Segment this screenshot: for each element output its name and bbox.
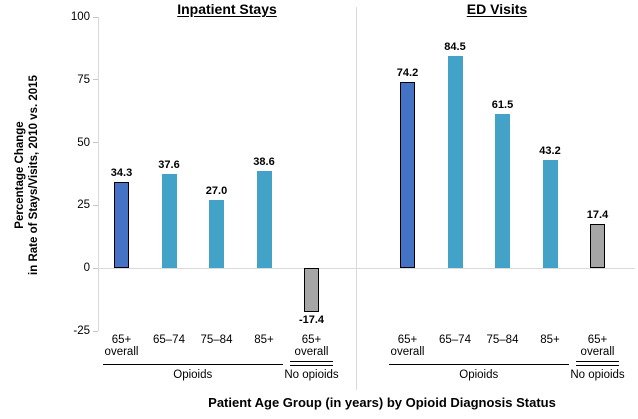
- bar-value-label: 34.3: [110, 167, 133, 180]
- group-rule: [102, 364, 283, 365]
- bar-value-label: -17.4: [298, 313, 325, 326]
- category-label: 85+: [254, 334, 274, 346]
- group-rule-top: [576, 360, 619, 362]
- group-label: Opioids: [459, 369, 499, 381]
- y-axis-tick-label: 50: [77, 136, 90, 149]
- y-axis-tick-mark: [93, 330, 98, 332]
- y-axis-tick-label: -25: [73, 325, 90, 337]
- y-axis-tick-mark: [93, 16, 98, 18]
- y-axis-tick-mark: [93, 79, 98, 81]
- y-axis-label-line2: in Rate of Stays/Visits, 2010 vs. 2015: [28, 75, 40, 275]
- y-axis-tick-mark: [93, 142, 98, 144]
- group-rule: [388, 364, 569, 365]
- panel-separator-line: [356, 7, 357, 390]
- group-label: No opioids: [570, 369, 625, 381]
- y-axis-tick-mark: [93, 204, 98, 206]
- category-label: 65+: [587, 334, 608, 346]
- bar-dark_blue: [114, 182, 129, 269]
- bar-value-label: 61.5: [491, 98, 514, 111]
- x-axis-title: Patient Age Group (in years) by Opioid D…: [208, 395, 556, 410]
- bar-value-label: 27.0: [205, 185, 228, 198]
- category-label: 75–84: [200, 334, 233, 346]
- y-axis-label-line1: Percentage Change: [14, 121, 26, 229]
- group-label: Opioids: [173, 369, 213, 381]
- group-label: No opioids: [284, 369, 339, 381]
- bar-light_blue: [209, 200, 224, 269]
- panel-title: ED Visits: [466, 1, 528, 17]
- panel-title: Inpatient Stays: [177, 1, 277, 17]
- bar-value-label: 84.5: [444, 40, 466, 53]
- bar-value-label: 37.6: [158, 158, 180, 171]
- y-axis-tick-label: 0: [83, 262, 90, 275]
- category-label: 65–74: [153, 334, 185, 346]
- y-axis-tick-label: 100: [70, 11, 90, 23]
- category-label: overall: [104, 346, 139, 358]
- y-axis-tick-label: 75: [77, 73, 90, 86]
- group-rule-bottom: [576, 364, 619, 366]
- bar-light_blue: [256, 171, 272, 269]
- bar-light_blue: [495, 113, 510, 269]
- category-label: 65+: [111, 334, 132, 346]
- category-label: 85+: [540, 334, 560, 346]
- bar-value-label: 43.2: [539, 144, 561, 157]
- group-rule-top: [290, 360, 333, 362]
- bar-value-label: 17.4: [586, 209, 609, 222]
- category-label: 65–74: [439, 334, 471, 346]
- y-axis-tick-mark: [93, 267, 98, 269]
- bar-light_blue: [161, 173, 177, 269]
- zero-baseline: [98, 267, 635, 269]
- bar-gray: [304, 268, 319, 312]
- y-axis-tick-label: 25: [77, 199, 90, 212]
- bar-value-label: 38.6: [253, 156, 275, 169]
- bar-dark_blue: [400, 81, 415, 269]
- bar-gray: [590, 224, 605, 269]
- y-axis-label: Percentage Change in Rate of Stays/Visit…: [13, 15, 41, 335]
- category-label: 65+: [301, 334, 322, 346]
- group-rule-bottom: [290, 364, 333, 366]
- bar-light_blue: [447, 55, 463, 269]
- category-label: 75–84: [486, 334, 519, 346]
- category-label: overall: [580, 346, 615, 358]
- category-label: overall: [294, 346, 329, 358]
- bar-light_blue: [542, 159, 558, 269]
- category-label: 65+: [397, 334, 418, 346]
- category-label: overall: [390, 346, 425, 358]
- bar-value-label: 74.2: [396, 66, 419, 79]
- y-axis-line: [98, 17, 99, 331]
